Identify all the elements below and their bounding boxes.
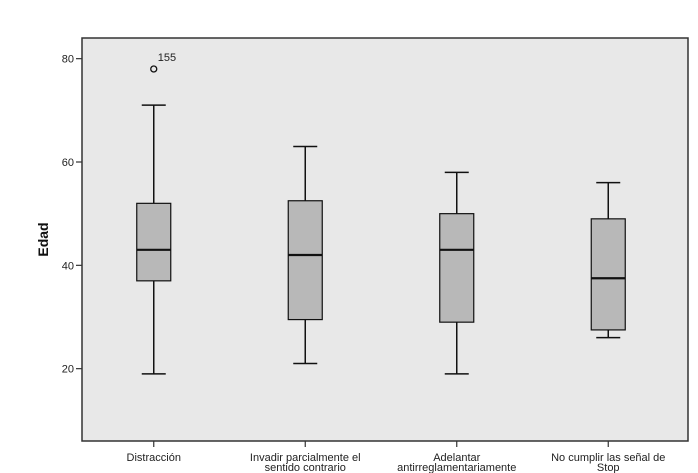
plot-area [81, 37, 689, 442]
y-tick-label: 80 [62, 54, 74, 66]
box [136, 202, 172, 282]
outlier-point [150, 65, 158, 73]
x-tick-label: sentido contrario [265, 462, 346, 473]
x-tick-label: Adelantar [433, 452, 480, 464]
box [439, 213, 475, 323]
y-tick-label: 40 [62, 260, 74, 272]
x-tick-label: Invadir parcialmente el [250, 452, 361, 464]
outlier-label: 155 [158, 52, 176, 64]
y-tick-label: 60 [62, 157, 74, 169]
y-tick-label: 20 [62, 364, 74, 376]
x-tick-label: Distracción [127, 452, 181, 464]
y-axis-title: Edad [35, 222, 51, 256]
x-tick-label: Stop [597, 462, 620, 473]
x-tick-label: antirreglamentariamente [397, 462, 516, 473]
box [590, 218, 626, 331]
box [287, 200, 323, 321]
x-tick-label: No cumplir las señal de [551, 452, 665, 464]
